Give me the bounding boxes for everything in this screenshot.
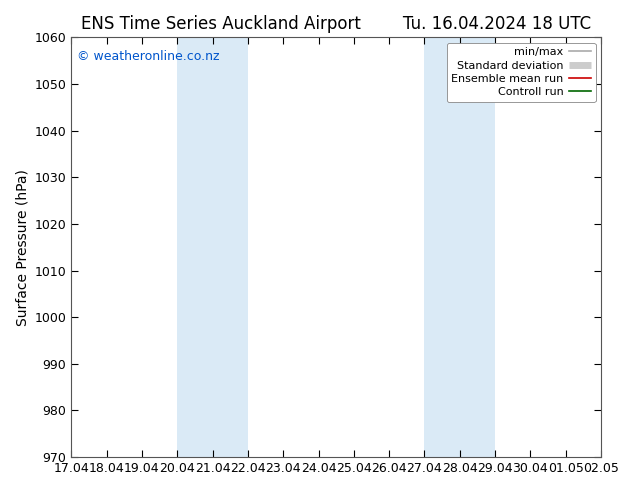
Legend: min/max, Standard deviation, Ensemble mean run, Controll run: min/max, Standard deviation, Ensemble me… bbox=[446, 43, 595, 102]
Bar bbox=[425, 37, 495, 457]
Y-axis label: Surface Pressure (hPa): Surface Pressure (hPa) bbox=[15, 169, 29, 326]
Bar bbox=[178, 37, 248, 457]
Text: © weatheronline.co.nz: © weatheronline.co.nz bbox=[77, 50, 219, 63]
Title: ENS Time Series Auckland Airport        Tu. 16.04.2024 18 UTC: ENS Time Series Auckland Airport Tu. 16.… bbox=[81, 15, 592, 33]
